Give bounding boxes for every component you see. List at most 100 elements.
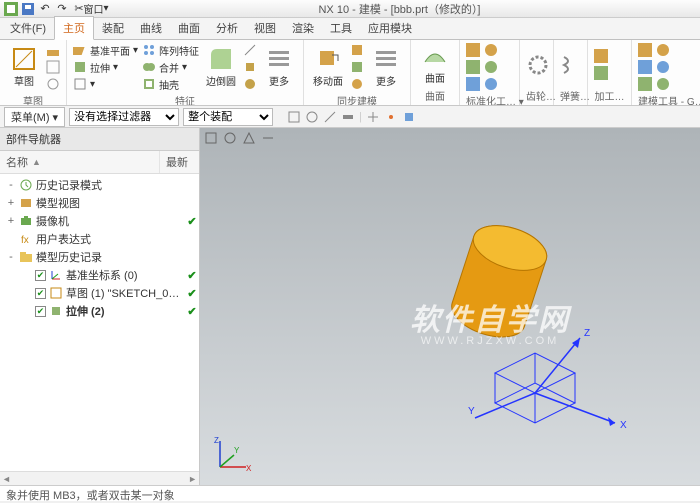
- tab-home[interactable]: 主页: [54, 16, 94, 40]
- group-label-mfg: 加工…: [594, 87, 625, 105]
- pattern-button[interactable]: 阵列特征: [142, 42, 199, 58]
- gear-button[interactable]: [526, 42, 550, 87]
- group-label-surface: 曲面: [417, 87, 453, 105]
- spring-button[interactable]: [560, 42, 584, 87]
- group-label-spring: 弹簧…: [560, 87, 581, 105]
- tree-row[interactable]: -历史记录模式: [0, 176, 199, 194]
- feat-mini-a[interactable]: [243, 42, 257, 58]
- tree-row[interactable]: fx用户表达式: [0, 230, 199, 248]
- col-latest[interactable]: 最新: [159, 151, 199, 173]
- sel-icon-7[interactable]: [402, 110, 416, 124]
- tree-row[interactable]: ✔拉伸 (2)✔: [0, 302, 199, 320]
- svg-text:Z: Z: [214, 436, 219, 445]
- more-sync-button[interactable]: 更多: [368, 42, 404, 92]
- undo-icon[interactable]: ↶: [38, 2, 52, 16]
- sel-icon-6[interactable]: [384, 110, 398, 124]
- std-3[interactable]: [466, 76, 480, 92]
- mt-2[interactable]: [638, 59, 652, 75]
- mt-1[interactable]: [638, 42, 652, 58]
- view-triad: X Z Y: [212, 435, 252, 475]
- tree-row[interactable]: +模型视图: [0, 194, 199, 212]
- statusbar: 象并使用 MB3，或者双击某一对象: [0, 485, 700, 501]
- col-name[interactable]: 名称: [6, 154, 28, 170]
- std-4[interactable]: [484, 42, 498, 58]
- tab-analysis[interactable]: 分析: [208, 17, 246, 39]
- std-2[interactable]: [466, 59, 480, 75]
- svg-text:X: X: [246, 464, 252, 473]
- ribbon-group-feature: 基准平面 ▾ 拉伸 ▾ ▾ 阵列特征 合并 ▾ 抽壳 边倒圆 更多: [67, 40, 304, 105]
- more-feature-button[interactable]: 更多: [261, 42, 297, 92]
- svg-text:fx: fx: [21, 235, 29, 246]
- tab-apps[interactable]: 应用模块: [360, 17, 420, 39]
- mt-6[interactable]: [656, 76, 670, 92]
- navigator-tree[interactable]: -历史记录模式+模型视图+摄像机✔fx用户表达式-模型历史记录✔基准坐标系 (0…: [0, 174, 199, 471]
- menu-button[interactable]: 菜单(M) ▾: [4, 107, 65, 127]
- tree-row[interactable]: -模型历史记录: [0, 248, 199, 266]
- ribbon-group-spring: 弹簧…: [554, 40, 588, 105]
- tree-row[interactable]: +摄像机✔: [0, 212, 199, 230]
- tree-row[interactable]: ✔基准坐标系 (0)✔: [0, 266, 199, 284]
- tab-tools[interactable]: 工具: [322, 17, 360, 39]
- ribbon-group-sketch: 草图 草图: [0, 40, 67, 105]
- selection-filter[interactable]: 没有选择过滤器: [69, 108, 179, 126]
- sync-mini-1[interactable]: [350, 42, 364, 58]
- tab-curve[interactable]: 曲线: [132, 17, 170, 39]
- tab-surface[interactable]: 曲面: [170, 17, 208, 39]
- ribbon-group-gear: 齿轮…: [520, 40, 554, 105]
- tab-assembly[interactable]: 装配: [94, 17, 132, 39]
- ribbon: 草图 草图 基准平面 ▾ 拉伸 ▾ ▾ 阵列特征 合并 ▾ 抽壳: [0, 40, 700, 106]
- feat-mini-b[interactable]: [243, 59, 257, 75]
- std-5[interactable]: [484, 59, 498, 75]
- extrude-button[interactable]: 拉伸 ▾: [73, 59, 138, 75]
- tab-file[interactable]: 文件(F): [2, 17, 54, 39]
- redo-icon[interactable]: ↷: [55, 2, 69, 16]
- shell-dropdown[interactable]: ▾: [73, 76, 138, 92]
- sel-icon-4[interactable]: [341, 110, 355, 124]
- sync-mini-2[interactable]: [350, 59, 364, 75]
- datum-plane-button[interactable]: 基准平面 ▾: [73, 42, 138, 58]
- group-label-sync: 同步建模: [310, 92, 404, 106]
- svg-text:Y: Y: [468, 406, 475, 417]
- ribbon-group-sync: 移动面 更多 同步建模: [304, 40, 411, 105]
- ribbon-mini-3[interactable]: [46, 76, 60, 92]
- sel-icon-1[interactable]: [287, 110, 301, 124]
- selection-bar: 菜单(M) ▾ 没有选择过滤器 整个装配 |: [0, 106, 700, 128]
- ribbon-group-std: 标准化工… ▾: [460, 40, 520, 105]
- std-6[interactable]: [484, 76, 498, 92]
- ribbon-tabstrip: 文件(F) 主页 装配 曲线 曲面 分析 视图 渲染 工具 应用模块: [0, 18, 700, 40]
- ribbon-group-modtool: 建模工具 - G…: [632, 40, 700, 105]
- svg-text:Y: Y: [234, 446, 240, 455]
- tab-view[interactable]: 视图: [246, 17, 284, 39]
- std-1[interactable]: [466, 42, 480, 58]
- sel-icon-5[interactable]: [366, 110, 380, 124]
- graphics-viewport[interactable]: X Z Y 软件自学网 WWW.RJZXW.COM X Z Y: [200, 128, 700, 485]
- mt-4[interactable]: [656, 42, 670, 58]
- tab-render[interactable]: 渲染: [284, 17, 322, 39]
- edge-blend-button[interactable]: 边倒圆: [203, 42, 239, 92]
- shell-button[interactable]: 抽壳: [142, 76, 199, 92]
- surface-button[interactable]: 曲面: [417, 42, 453, 87]
- group-label-feature: 特征: [73, 92, 297, 106]
- sync-mini-3[interactable]: [350, 76, 364, 92]
- group-label-modtool: 建模工具 - G…: [638, 92, 695, 106]
- svg-text:X: X: [620, 420, 627, 431]
- app-icon: [4, 2, 18, 16]
- save-icon[interactable]: [21, 2, 35, 16]
- tree-row[interactable]: ✔草图 (1) "SKETCH_0…✔: [0, 284, 199, 302]
- ribbon-mini-1[interactable]: [46, 42, 60, 58]
- move-face-button[interactable]: 移动面: [310, 42, 346, 92]
- mfg-1[interactable]: [594, 48, 608, 64]
- main-area: 部件导航器 名称 ▲ 最新 -历史记录模式+模型视图+摄像机✔fx用户表达式-模…: [0, 128, 700, 485]
- sel-icon-2[interactable]: [305, 110, 319, 124]
- mfg-2[interactable]: [594, 65, 608, 81]
- window-dropdown[interactable]: 窗口▾: [89, 2, 103, 16]
- sketch-button[interactable]: 草图: [6, 42, 42, 92]
- feat-mini-c[interactable]: [243, 76, 257, 92]
- navigator-hscroll[interactable]: ◄►: [0, 471, 199, 485]
- ribbon-mini-2[interactable]: [46, 59, 60, 75]
- unite-button[interactable]: 合并 ▾: [142, 59, 199, 75]
- assembly-filter[interactable]: 整个装配: [183, 108, 273, 126]
- sel-icon-3[interactable]: [323, 110, 337, 124]
- mt-3[interactable]: [638, 76, 652, 92]
- mt-5[interactable]: [656, 59, 670, 75]
